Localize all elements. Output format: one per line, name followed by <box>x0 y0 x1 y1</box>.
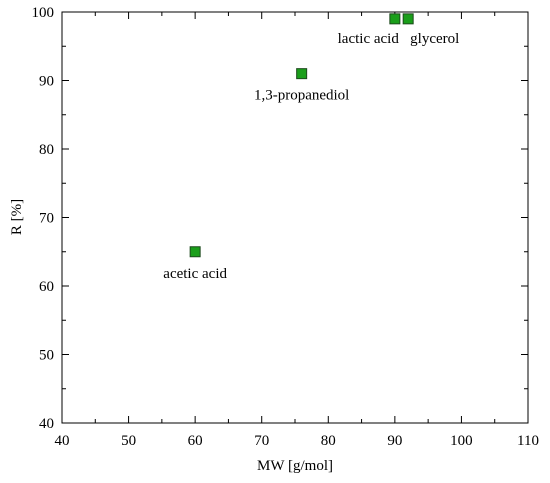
x-tick-label: 70 <box>254 433 269 449</box>
data-point-label: 1,3-propanediol <box>254 88 349 104</box>
y-tick-label: 100 <box>32 5 55 21</box>
data-point-label: acetic acid <box>163 266 227 282</box>
data-point-label: glycerol <box>410 31 459 47</box>
x-tick-label: 90 <box>387 433 402 449</box>
x-tick-label: 80 <box>321 433 336 449</box>
data-points <box>190 14 413 257</box>
y-axis-title: R [%] <box>9 199 25 235</box>
x-tick-label: 40 <box>55 433 70 449</box>
data-point-marker <box>390 14 400 24</box>
data-point-marker <box>297 69 307 79</box>
plot-frame <box>62 12 528 423</box>
x-tick-label: 60 <box>188 433 203 449</box>
axis-tick-labels: 40 50 60 70 80 90 100 110 40 50 60 70 80 90 100 <box>32 5 539 449</box>
y-tick-label: 90 <box>39 74 54 90</box>
axis-ticks <box>62 12 528 423</box>
data-point-marker <box>403 14 413 24</box>
x-tick-label: 110 <box>517 433 539 449</box>
x-axis-title: MW [g/mol] <box>257 458 333 474</box>
y-tick-label: 60 <box>39 279 54 295</box>
x-tick-label: 100 <box>450 433 473 449</box>
y-tick-label: 70 <box>39 211 54 227</box>
data-point-marker <box>190 247 200 257</box>
data-point-labels: acetic acid 1,3-propanediol lactic acid gly… <box>163 31 459 282</box>
y-tick-label: 80 <box>39 142 54 158</box>
y-tick-label: 40 <box>39 416 54 432</box>
y-tick-label: 50 <box>39 348 54 364</box>
x-tick-label: 50 <box>121 433 136 449</box>
data-point-label: lactic acid <box>338 31 400 47</box>
